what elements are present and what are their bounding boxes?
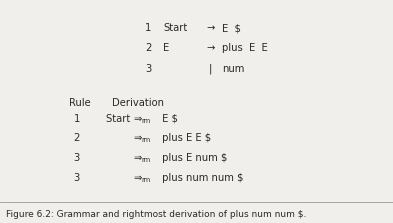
Text: 1: 1: [145, 23, 151, 33]
Text: plus  E  E: plus E E: [222, 43, 268, 54]
Text: ⇒: ⇒: [134, 153, 142, 163]
Text: →: →: [206, 43, 215, 54]
Text: 3: 3: [145, 64, 151, 74]
Text: num: num: [222, 64, 244, 74]
Text: Start: Start: [106, 114, 134, 124]
Text: ⇒: ⇒: [134, 114, 142, 124]
Text: E  $: E $: [222, 23, 241, 33]
Text: ⇒: ⇒: [134, 133, 142, 143]
Text: rm: rm: [141, 137, 151, 143]
Text: ⇒: ⇒: [134, 173, 142, 183]
Text: rm: rm: [141, 118, 151, 124]
Text: Figure 6.2: Grammar and rightmost derivation of plus num num $.: Figure 6.2: Grammar and rightmost deriva…: [6, 210, 306, 219]
Text: rm: rm: [141, 157, 151, 163]
Text: →: →: [206, 23, 215, 33]
Text: plus E num $: plus E num $: [159, 153, 228, 163]
Text: E $: E $: [159, 114, 178, 124]
Text: plus num num $: plus num num $: [159, 173, 244, 183]
Text: plus E E $: plus E E $: [159, 133, 211, 143]
Text: |: |: [209, 64, 212, 74]
Text: 3: 3: [73, 173, 80, 183]
Text: 2: 2: [145, 43, 151, 54]
Text: 3: 3: [73, 153, 80, 163]
Text: 1: 1: [73, 114, 80, 124]
Text: rm: rm: [141, 177, 151, 183]
Text: Start: Start: [163, 23, 187, 33]
Text: Rule: Rule: [69, 98, 90, 108]
Text: Derivation: Derivation: [112, 98, 164, 108]
Text: E: E: [163, 43, 169, 54]
Text: 2: 2: [73, 133, 80, 143]
